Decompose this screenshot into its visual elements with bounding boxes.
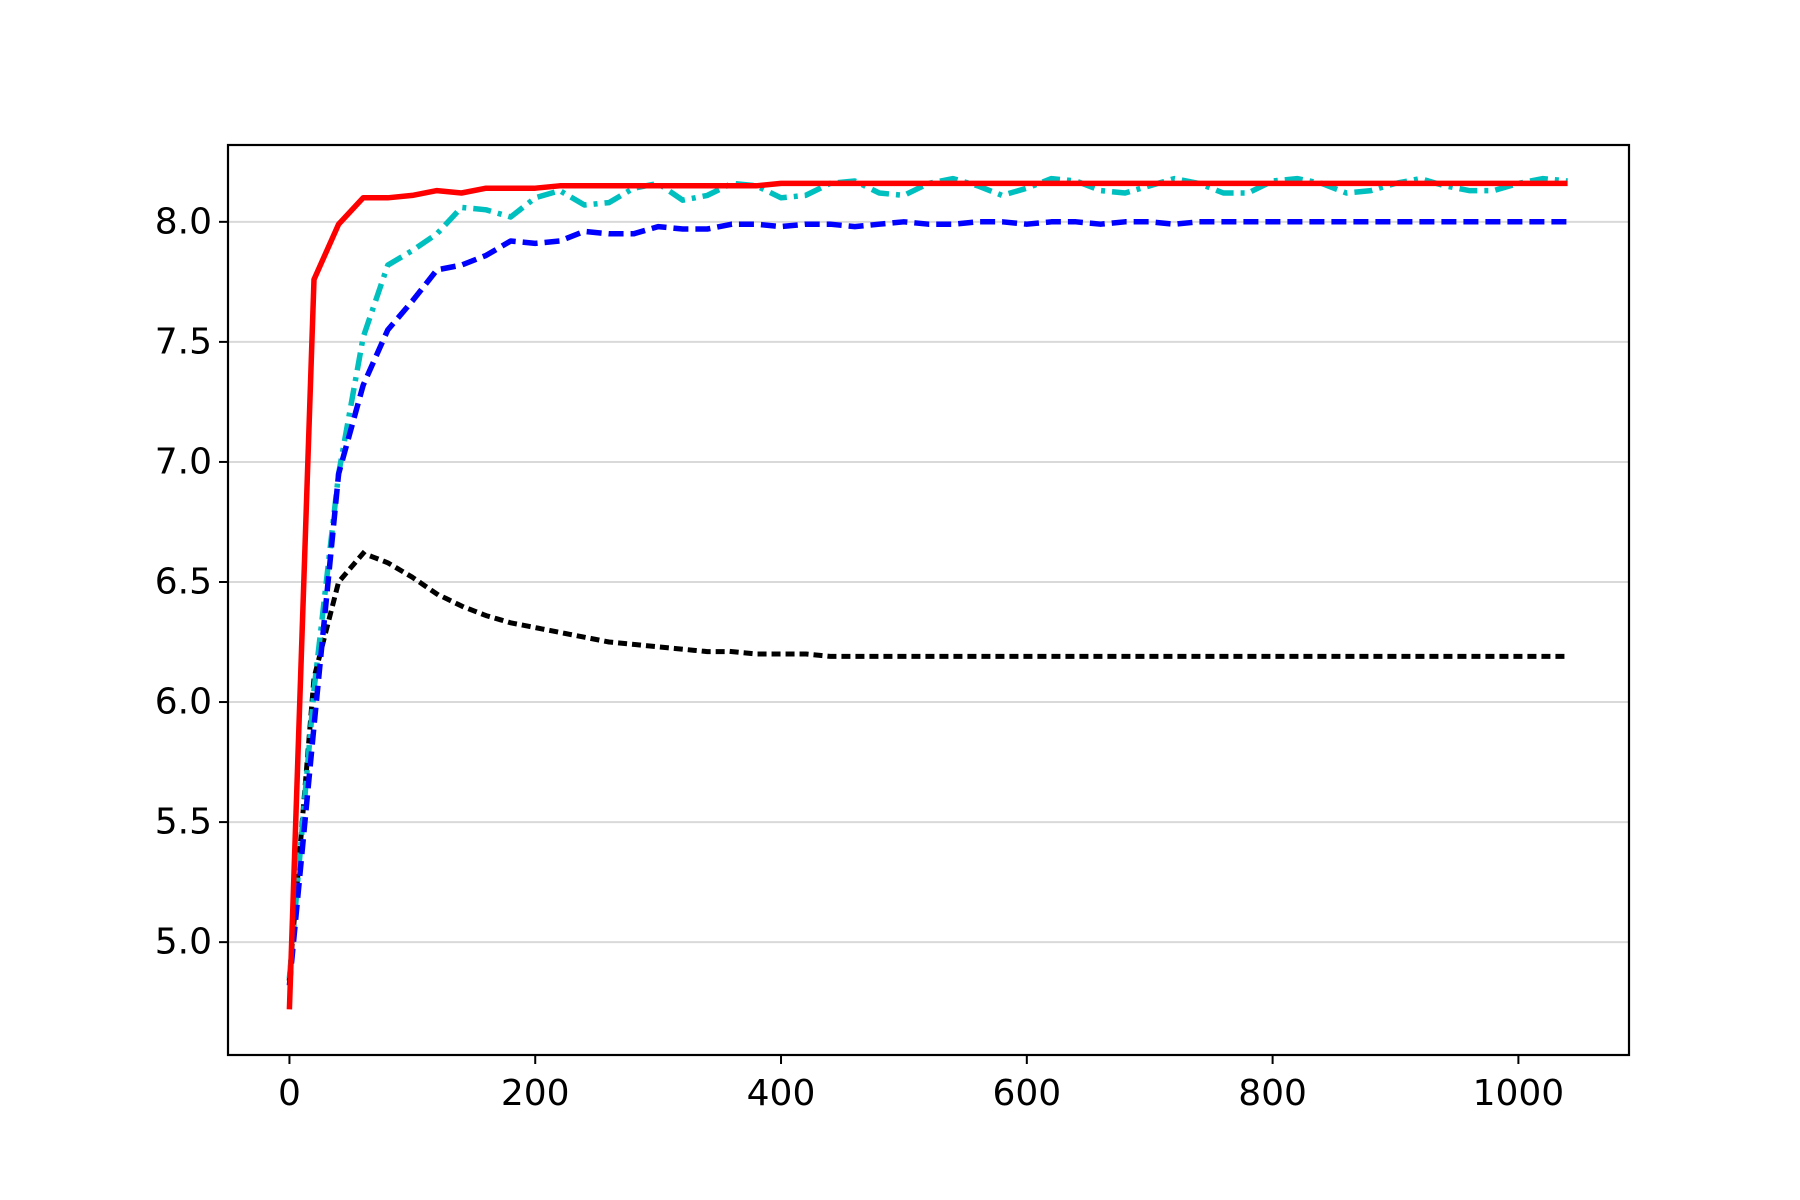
- x-tick-label: 400: [747, 1073, 816, 1114]
- x-tick-label: 200: [501, 1073, 570, 1114]
- plot-frame: [226, 143, 1631, 1057]
- y-axis-ticks: 5.0 5.5 6.0 6.5 7.0 7.5 8.0: [155, 201, 228, 963]
- y-tick-label: 8.0: [155, 201, 212, 242]
- series-layer: [286, 175, 1571, 1010]
- x-tick-label: 1000: [1473, 1073, 1565, 1114]
- y-tick-label: 7.0: [155, 441, 212, 482]
- series-line-dashed: [286, 219, 1568, 986]
- x-tick-label: 800: [1238, 1073, 1307, 1114]
- x-tick-label: 600: [992, 1073, 1061, 1114]
- x-tick-label: 0: [278, 1073, 301, 1114]
- plot-area-background: [228, 145, 1629, 1055]
- y-tick-label: 6.0: [155, 682, 212, 723]
- series-line-dotted: [286, 550, 1571, 981]
- series-line-solid: [286, 180, 1568, 1010]
- y-tick-label: 6.5: [155, 561, 212, 602]
- x-axis-ticks: 0 200 400 600 800 1000: [278, 1055, 1564, 1114]
- series-line-dashdot: [286, 175, 1568, 979]
- y-tick-label: 7.5: [155, 321, 212, 362]
- y-tick-label: 5.0: [155, 922, 212, 963]
- grid-lines: [228, 220, 1629, 944]
- y-tick-label: 5.5: [155, 802, 212, 843]
